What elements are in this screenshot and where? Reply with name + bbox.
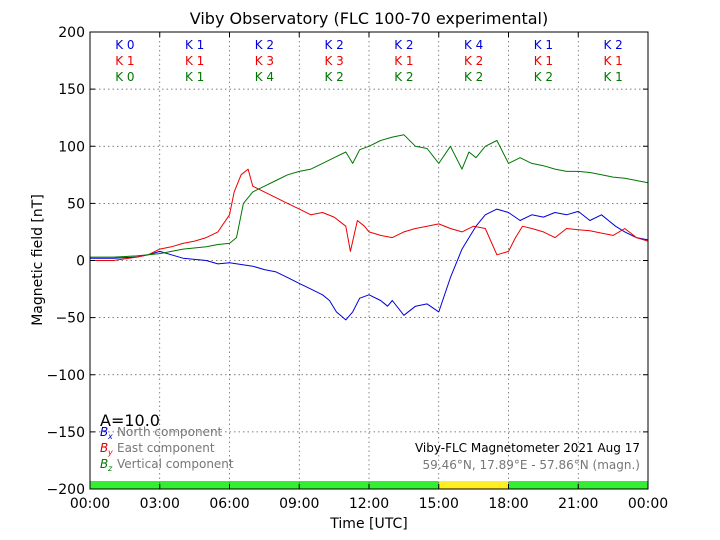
y-tick-label: 150: [58, 82, 85, 98]
x-tick-label: 21:00: [558, 496, 598, 512]
y-axis-label: Magnetic field [nT]: [30, 194, 46, 326]
x-tick-label: 06:00: [209, 496, 249, 512]
x-ticks: 00:00 03:00 06:00 09:00 12:00 15:00 18:00 21:00…: [70, 32, 668, 512]
k-index-green: K 1: [185, 70, 204, 84]
x-tick-label: 00:00: [70, 496, 110, 512]
y-tick-label: 50: [67, 196, 85, 212]
legend-symbol: B: [100, 425, 108, 439]
a-index-annotation: A=10.0: [100, 411, 160, 430]
footer-line-1: Viby-FLC Magnetometer 2021 Aug 17: [415, 441, 640, 455]
k-index-blue: K 2: [324, 38, 343, 52]
legend-subscript: x: [107, 432, 113, 441]
x-tick-label: 09:00: [279, 496, 319, 512]
k-index-green: K 1: [603, 70, 622, 84]
k-index-green: K 2: [464, 70, 483, 84]
y-tick-label: 200: [58, 25, 85, 41]
y-ticks: −200 −150 −100 −50 0 50 100 150 200: [47, 25, 648, 498]
k-index-blue: K 4: [464, 38, 483, 52]
k-index-blue: K 0: [115, 38, 134, 52]
k-index-blue: K 2: [603, 38, 622, 52]
k-index-blue: K 2: [255, 38, 274, 52]
series-lines: [90, 134, 649, 321]
y-tick-label: −200: [47, 482, 85, 498]
k-index-blue: K 1: [185, 38, 204, 52]
legend-label: Vertical component: [117, 457, 234, 471]
legend-subscript: z: [107, 464, 113, 473]
y-tick-label: −150: [47, 425, 85, 441]
legend-label: East component: [117, 441, 215, 455]
legend-symbol: B: [100, 441, 108, 455]
grid-lines: [90, 32, 648, 489]
x-axis-label: Time [UTC]: [329, 516, 407, 532]
k-index-green: K 2: [534, 70, 553, 84]
status-bar-segment-1: [438, 481, 509, 489]
footer-line-2: 59.46°N, 17.89°E - 57.86°N (magn.): [423, 458, 640, 472]
k-index-red: K 1: [603, 54, 622, 68]
k-index-red: K 2: [464, 54, 483, 68]
k-index-red: K 3: [255, 54, 274, 68]
k-index-red: K 1: [115, 54, 134, 68]
k-index-labels: K 0 K 1 K 2 K 2 K 2 K 4 K 1 K 2 K 1 K 1 K 3 K 3 K 1 K…: [115, 38, 623, 84]
k-index-green: K 0: [115, 70, 134, 84]
k-index-green: K 2: [324, 70, 343, 84]
chart-title: Viby Observatory (FLC 100-70 experimenta…: [190, 9, 549, 28]
x-tick-label: 00:00: [628, 496, 668, 512]
k-index-green: K 2: [394, 70, 413, 84]
legend-label: North component: [117, 425, 223, 439]
x-tick-label: 18:00: [488, 496, 528, 512]
series-line-0: [90, 208, 649, 321]
y-tick-label: −100: [47, 368, 85, 384]
series-line-2: [90, 134, 649, 258]
y-tick-label: 0: [76, 254, 85, 270]
k-index-red: K 3: [324, 54, 343, 68]
k-index-red: K 1: [185, 54, 204, 68]
x-tick-label: 03:00: [140, 496, 180, 512]
status-bar-segment-0: [90, 481, 439, 489]
series-line-1: [90, 168, 649, 261]
y-tick-label: 100: [58, 139, 85, 155]
k-index-red: K 1: [534, 54, 553, 68]
x-tick-label: 12:00: [349, 496, 389, 512]
legend-subscript: y: [107, 448, 113, 457]
k-index-green: K 4: [255, 70, 274, 84]
legend-symbol: B: [100, 457, 108, 471]
k-index-blue: K 1: [534, 38, 553, 52]
x-tick-label: 15:00: [419, 496, 459, 512]
k-index-red: K 1: [394, 54, 413, 68]
y-tick-label: −50: [55, 311, 85, 327]
k-index-blue: K 2: [394, 38, 413, 52]
